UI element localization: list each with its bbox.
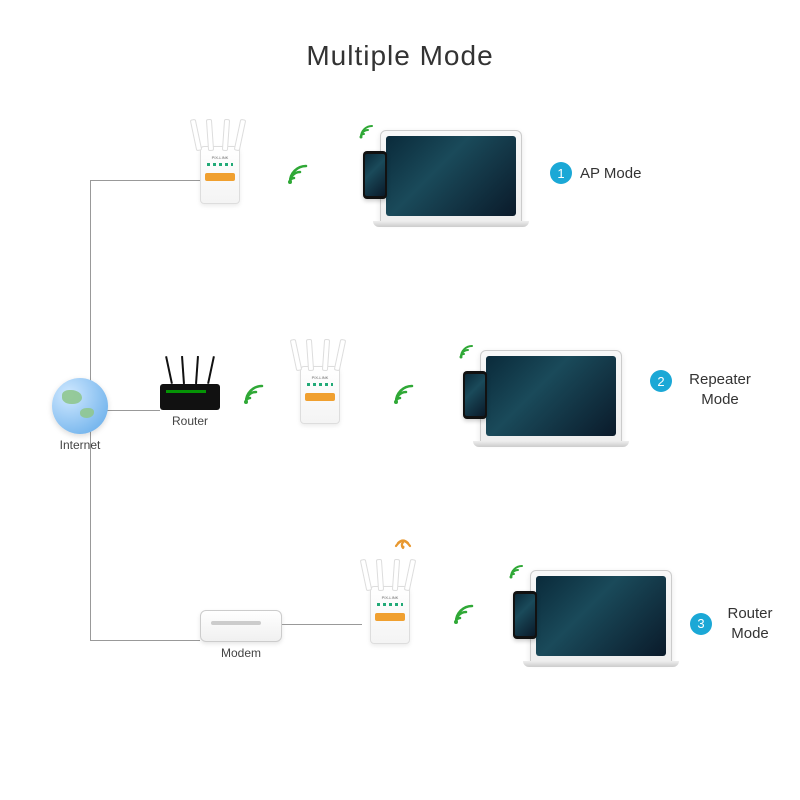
modem-node: Modem bbox=[200, 610, 282, 660]
wifi-icon bbox=[240, 380, 268, 408]
wifi-icon bbox=[357, 123, 375, 141]
hline-row3-b bbox=[282, 624, 362, 625]
wifi-icon bbox=[457, 343, 475, 361]
laptop-row1 bbox=[380, 130, 522, 222]
hline-row3 bbox=[90, 640, 200, 641]
mode-number: 1 bbox=[550, 162, 572, 184]
laptop-icon bbox=[480, 350, 622, 442]
phone-icon bbox=[513, 591, 537, 639]
mode-label: AP Mode bbox=[580, 165, 641, 182]
extender-row2: PIX-LINK bbox=[300, 340, 340, 424]
laptop-row3 bbox=[530, 570, 672, 662]
mode-label: Router Mode bbox=[720, 604, 780, 643]
mode-badge-1: 1 AP Mode bbox=[550, 162, 641, 184]
wifi-icon bbox=[450, 600, 478, 628]
diagram-canvas: Internet PIX-LINK 1 AP Mode Router bbox=[0, 100, 800, 760]
extender-device-icon: PIX-LINK bbox=[370, 586, 410, 644]
extender-device-icon: PIX-LINK bbox=[300, 366, 340, 424]
page-title: Multiple Mode bbox=[0, 0, 800, 72]
wifi-icon bbox=[507, 563, 525, 581]
laptop-row2 bbox=[480, 350, 622, 442]
internet-label: Internet bbox=[52, 438, 108, 452]
extender-row3: PIX-LINK bbox=[370, 560, 410, 644]
modem-label: Modem bbox=[200, 646, 282, 660]
extender-row1: PIX-LINK bbox=[200, 120, 240, 204]
wifi-icon bbox=[390, 380, 418, 408]
laptop-icon bbox=[380, 130, 522, 222]
mode-number: 3 bbox=[690, 613, 712, 635]
laptop-icon bbox=[530, 570, 672, 662]
mode-badge-2: 2 Repeater Mode bbox=[650, 370, 760, 409]
router-icon bbox=[160, 384, 220, 410]
wifi-icon bbox=[284, 160, 312, 188]
mode-badge-3: 3 Router Mode bbox=[690, 604, 780, 643]
router-node: Router bbox=[160, 360, 220, 428]
internet-node: Internet bbox=[52, 378, 108, 452]
mode-label: Repeater Mode bbox=[680, 370, 760, 409]
mode-number: 2 bbox=[650, 370, 672, 392]
extender-device-icon: PIX-LINK bbox=[200, 146, 240, 204]
modem-icon bbox=[200, 610, 282, 642]
phone-icon bbox=[363, 151, 387, 199]
wifi-icon-orange bbox=[392, 530, 414, 552]
hline-row1 bbox=[90, 180, 200, 181]
phone-icon bbox=[463, 371, 487, 419]
globe-icon bbox=[52, 378, 108, 434]
router-label: Router bbox=[160, 414, 220, 428]
